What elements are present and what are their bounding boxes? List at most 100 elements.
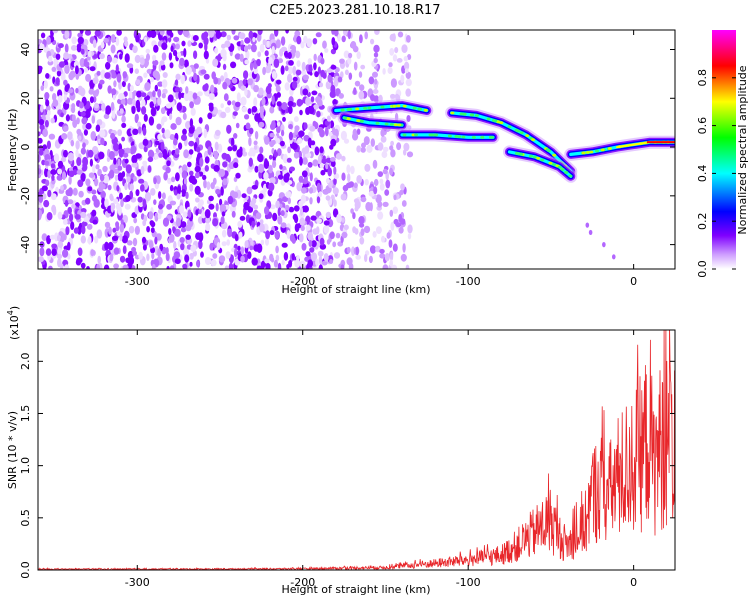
spectrogram-noise-blob [382, 201, 389, 207]
spectrogram-noise-blob [354, 80, 361, 87]
spectrogram-noise-blob [379, 183, 385, 191]
spectrogram-noise-blob [214, 141, 219, 151]
spectrogram-noise-blob [91, 209, 97, 217]
spectrogram-noise-blob [382, 264, 389, 269]
spectrogram-noise-blob [374, 78, 378, 85]
spectrogram-signal-peak [384, 122, 389, 126]
spectrogram-noise-blob [359, 222, 365, 228]
spectrogram-noise-blob [46, 110, 51, 116]
spectrogram-signal-peak [423, 108, 428, 112]
spectrogram-noise-blob [248, 157, 253, 167]
spectrogram-noise-blob [184, 254, 190, 263]
spectrogram-noise-blob [276, 138, 280, 144]
spectrogram-noise-blob [277, 174, 284, 180]
spectrogram-noise-blob [113, 198, 119, 205]
spectrogram-noise-blob [72, 187, 78, 196]
spectrogram-noise-blob [126, 176, 131, 183]
spectrogram-signal-peak [491, 119, 496, 122]
spectrogram-noise-blob [67, 187, 73, 197]
spectrogram-noise-blob [173, 241, 177, 250]
spectrogram-noise-blob [264, 50, 269, 57]
spectrogram-noise-blob [244, 114, 250, 120]
spectrogram-noise-blob [38, 195, 44, 203]
spectrogram-signal-peak [340, 108, 345, 112]
spectrogram-noise-blob [41, 185, 48, 192]
spectrogram-noise-blob [369, 202, 373, 212]
spectrogram-signal-peak [600, 148, 605, 152]
spectrogram-noise-blob [60, 185, 64, 191]
spectrogram-noise-blob [38, 65, 43, 75]
spectrogram-signal-peak [585, 151, 590, 154]
spectrogram-noise-blob [84, 67, 89, 73]
spectrogram-noise-blob [234, 248, 238, 258]
spectrogram-noise-blob [205, 216, 211, 224]
spectrogram-noise-blob [388, 239, 393, 248]
spectrogram-noise-blob [120, 219, 124, 225]
spectrogram-noise-blob [405, 71, 411, 80]
spectrogram-noise-blob [183, 48, 187, 58]
spectrogram-noise-blob [90, 131, 97, 141]
spectrogram-noise-blob [242, 79, 247, 85]
spectrogram-noise [38, 30, 414, 269]
spectrogram-noise-blob [161, 79, 168, 88]
spectrogram-noise-blob [392, 54, 398, 62]
spectrogram-noise-blob [389, 33, 396, 42]
spectrogram-noise-blob [103, 37, 109, 44]
spectrogram-noise-blob [165, 103, 172, 109]
spectrogram-noise-blob [279, 203, 283, 209]
spectrogram-noise-blob [400, 183, 405, 191]
spectrogram-noise-blob [134, 113, 139, 122]
spectrogram-noise-blob [65, 114, 70, 122]
colorbar-tick-label: 0.6 [696, 117, 709, 135]
spectrogram-noise-blob [59, 263, 64, 269]
spectrogram-noise-blob [85, 73, 92, 82]
spectrogram-noise-blob [382, 146, 389, 153]
spectrogram-noise-blob [101, 197, 106, 205]
spectrogram-noise-blob [329, 231, 335, 240]
spectrogram-signal-peak [568, 174, 573, 178]
snr-y-tick-label: 1.5 [19, 405, 32, 423]
spectrogram-noise-blob [169, 113, 173, 120]
spectrogram-noise-blob [210, 259, 217, 267]
spectrogram-noise-blob [101, 102, 106, 112]
spectrogram-noise-blob [194, 185, 201, 195]
spectrogram-noise-blob [330, 157, 336, 162]
spectrogram-noise-blob [150, 188, 156, 196]
spectrogram-noise-blob [74, 214, 81, 220]
spectrogram-noise-blob [48, 133, 56, 140]
spectrogram-faint-dot [611, 254, 616, 260]
spectrogram-noise-blob [333, 30, 339, 37]
spectrogram-noise-blob [87, 235, 92, 245]
spectrogram-signal-peak [531, 138, 536, 142]
spectrogram-noise-blob [343, 224, 349, 231]
spectrogram-noise-blob [188, 175, 195, 184]
spectrogram-noise-blob [45, 73, 50, 79]
spectrogram-noise-blob [122, 71, 128, 79]
spectrogram-noise-blob [360, 64, 366, 70]
spectrogram-noise-blob [302, 88, 309, 96]
spectrogram-noise-blob [205, 223, 211, 232]
spectrogram-noise-blob [208, 203, 215, 210]
spectrogram-noise-blob [132, 128, 139, 135]
spectrogram-noise-blob [244, 240, 249, 249]
spectrogram-noise-blob [198, 208, 202, 215]
spectrogram-noise-blob [46, 140, 52, 150]
spectrogram-noise-blob [303, 35, 308, 44]
spectrogram-noise-blob [168, 52, 173, 61]
spectrogram-noise-blob [259, 43, 265, 53]
spectrogram-noise-blob [94, 178, 99, 187]
spectrogram-noise-blob [268, 57, 273, 65]
spectrogram-noise-blob [243, 201, 250, 211]
spectrogram-noise-blob [340, 193, 347, 201]
spectrogram-noise-blob [119, 108, 124, 114]
spectrogram-noise-blob [48, 265, 53, 269]
spectrogram-noise-blob [268, 164, 273, 174]
spectrogram-noise-blob [277, 215, 283, 225]
spectrogram-noise-blob [240, 255, 245, 263]
spectrogram-noise-blob [85, 122, 92, 130]
spectrogram-noise-blob [113, 142, 119, 151]
spectrogram-noise-blob [100, 69, 106, 79]
spectrogram-noise-blob [42, 128, 48, 138]
spectrogram-noise-blob [153, 199, 157, 206]
